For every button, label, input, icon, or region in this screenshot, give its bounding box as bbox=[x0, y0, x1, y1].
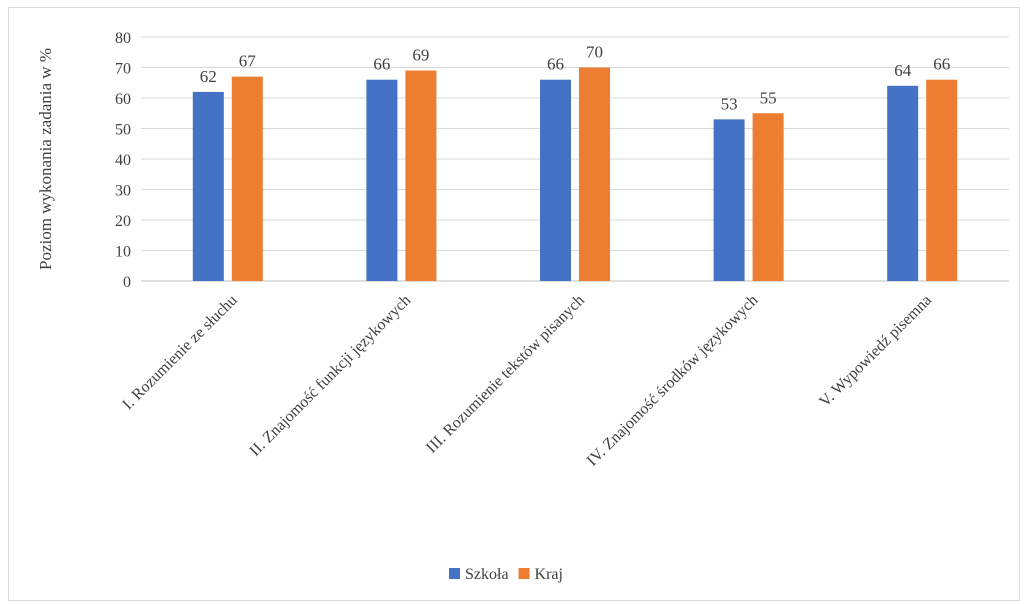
bar-kraj bbox=[405, 70, 437, 281]
x-category-label: III. Rozumienie tekstów pisanych bbox=[423, 292, 588, 457]
bar-chart: 0 10 20 30 40 50 60 70 80 62 67 66 69 66 70 53 55 64 66 I… bbox=[36, 30, 1009, 583]
y-tick-label: 70 bbox=[115, 61, 131, 78]
data-label: 69 bbox=[412, 46, 429, 65]
x-axis-categories: I. Rozumienie ze słuchu II. Znajomość fun… bbox=[119, 292, 935, 470]
y-tick-label: 0 bbox=[123, 274, 131, 291]
legend: Szkoła Kraj bbox=[449, 566, 563, 583]
bar-kraj bbox=[926, 79, 958, 281]
y-axis-ticks: 0 10 20 30 40 50 60 70 80 bbox=[115, 30, 131, 291]
legend-swatch bbox=[518, 568, 530, 579]
legend-swatch bbox=[449, 568, 460, 579]
bar-kraj bbox=[579, 67, 610, 281]
data-label: 62 bbox=[200, 67, 217, 86]
x-category-label: II. Znajomość funkcji językowych bbox=[246, 292, 414, 460]
x-category-label: IV. Znajomość środków językowych bbox=[584, 292, 762, 470]
data-label: 66 bbox=[547, 55, 564, 74]
bar-kraj bbox=[231, 76, 263, 282]
x-category-label: V. Wypowiedź pisemna bbox=[816, 292, 935, 411]
bar-szkola bbox=[887, 85, 919, 281]
bars bbox=[192, 67, 958, 282]
chart-frame: 0 10 20 30 40 50 60 70 80 62 67 66 69 66 70 53 55 64 66 I… bbox=[8, 7, 1020, 601]
data-labels: 62 67 66 69 66 70 53 55 64 66 bbox=[200, 43, 950, 114]
y-tick-label: 20 bbox=[115, 213, 131, 230]
y-tick-label: 50 bbox=[115, 122, 131, 139]
bar-szkola bbox=[366, 79, 398, 281]
y-axis-title: Poziom wykonania zadania w % bbox=[36, 48, 55, 270]
gridlines bbox=[141, 36, 1009, 282]
y-tick-label: 30 bbox=[115, 183, 131, 200]
legend-label: Kraj bbox=[535, 566, 563, 583]
y-tick-label: 60 bbox=[115, 91, 131, 108]
data-label: 67 bbox=[239, 52, 256, 71]
data-label: 55 bbox=[760, 88, 777, 107]
x-category-label: I. Rozumienie ze słuchu bbox=[119, 292, 240, 413]
data-label: 66 bbox=[373, 55, 390, 74]
data-label: 64 bbox=[894, 61, 912, 80]
y-tick-label: 40 bbox=[115, 152, 131, 169]
y-tick-label: 10 bbox=[115, 244, 131, 261]
data-label: 66 bbox=[933, 55, 950, 74]
legend-label: Szkoła bbox=[465, 566, 509, 583]
bar-szkola bbox=[192, 91, 224, 282]
bar-szkola bbox=[713, 119, 745, 281]
bar-kraj bbox=[752, 113, 784, 281]
y-tick-label: 80 bbox=[115, 30, 131, 47]
data-label: 53 bbox=[721, 94, 738, 113]
data-label: 70 bbox=[586, 43, 603, 62]
bar-szkola bbox=[540, 79, 571, 281]
